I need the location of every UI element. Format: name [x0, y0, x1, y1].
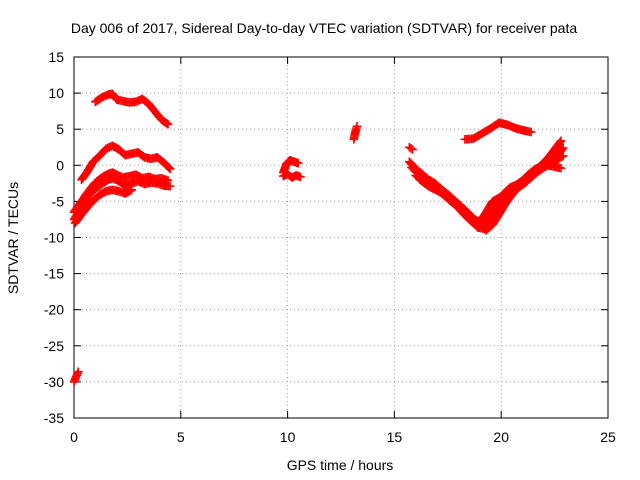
- data-point: [127, 185, 136, 195]
- y-tick-label: 5: [56, 121, 64, 137]
- data-point: [556, 136, 566, 146]
- series-track-e: [70, 185, 136, 228]
- data-point: [558, 151, 568, 161]
- series-track-o: [415, 151, 568, 235]
- y-tick-label: 0: [56, 157, 64, 173]
- data-points: [69, 89, 568, 387]
- series-track-h: [279, 169, 305, 182]
- data-point: [296, 172, 305, 182]
- data-point: [558, 143, 568, 153]
- y-tick-label: -20: [44, 302, 64, 318]
- y-tick-label: 15: [48, 49, 64, 65]
- series-track-f: [69, 367, 83, 387]
- axis-ticks: [73, 56, 609, 419]
- data-point: [408, 145, 417, 154]
- data-point: [555, 137, 565, 147]
- x-tick-label: 15: [387, 429, 403, 445]
- y-tick-label: -25: [44, 338, 64, 354]
- data-point: [526, 127, 536, 137]
- series-track-i: [349, 122, 362, 144]
- chart-title: Day 006 of 2017, Sidereal Day-to-day VTE…: [71, 20, 578, 36]
- x-tick-labels: 0 5 10 15 20 25: [70, 429, 616, 445]
- data-point: [162, 118, 172, 128]
- y-tick-label: -10: [44, 230, 64, 246]
- data-point: [556, 163, 566, 173]
- y-tick-label: -30: [44, 374, 64, 390]
- y-tick-label: -15: [44, 266, 64, 282]
- x-tick-label: 25: [600, 429, 616, 445]
- data-point: [165, 164, 175, 174]
- series-track-a: [91, 89, 173, 129]
- series-track-d: [69, 173, 175, 224]
- y-tick-label: 10: [48, 85, 64, 101]
- x-tick-label: 10: [280, 429, 296, 445]
- data-point: [352, 122, 362, 131]
- series-track-j: [405, 142, 417, 154]
- x-axis-label: GPS time / hours: [287, 457, 394, 473]
- y-tick-label: -5: [52, 193, 65, 209]
- data-point: [163, 119, 173, 129]
- x-tick-label: 20: [493, 429, 509, 445]
- data-point: [557, 145, 567, 154]
- x-tick-label: 0: [70, 429, 78, 445]
- data-point: [164, 163, 174, 173]
- data-point: [73, 367, 83, 377]
- series-track-b: [77, 141, 175, 185]
- y-tick-labels: 15 10 5 0 -5 -10 -15 -20 -25 -30 -35: [44, 49, 64, 426]
- y-axis-label: SDTVAR / TECUs: [5, 182, 21, 294]
- series-track-g: [279, 155, 303, 177]
- series-track-k: [460, 118, 536, 144]
- data-point: [293, 158, 303, 168]
- y-tick-label: -35: [44, 410, 64, 426]
- data-point: [406, 144, 416, 153]
- data-point: [165, 181, 175, 191]
- x-tick-label: 5: [177, 429, 185, 445]
